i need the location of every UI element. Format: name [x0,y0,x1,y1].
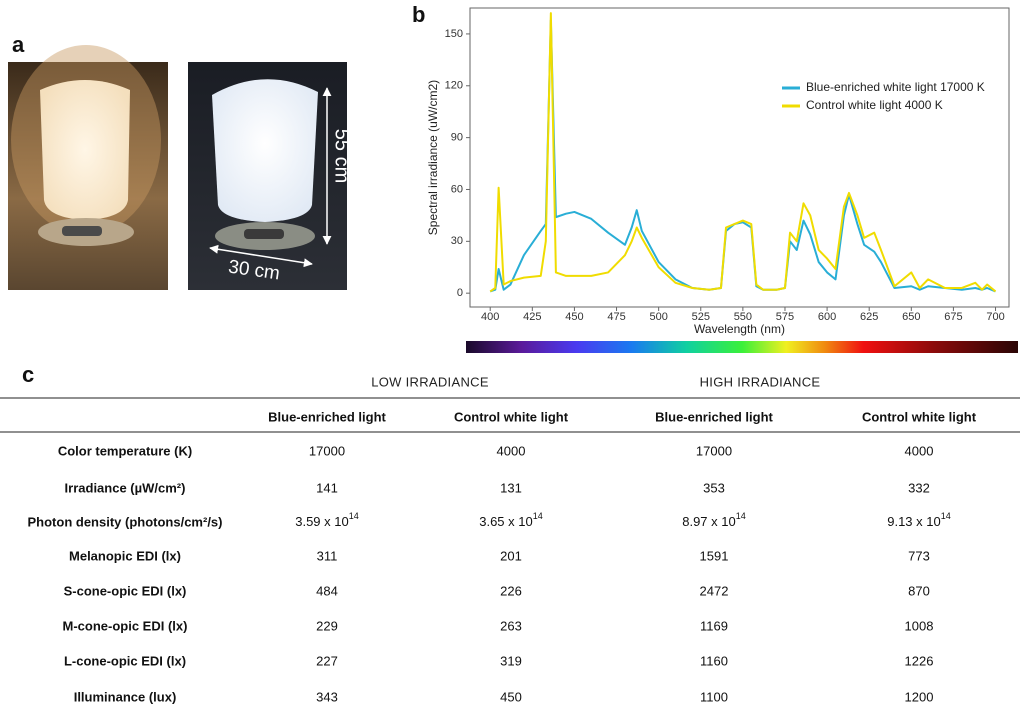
row-header: L-cone-opic EDI (lx) [64,653,186,668]
table-cell: 229 [316,618,338,633]
table-cell: 332 [908,480,930,495]
table-cell: 1591 [700,548,729,563]
x-tick-label: 625 [860,311,878,323]
x-tick-label: 500 [649,311,667,323]
row-header: S-cone-opic EDI (lx) [64,583,187,598]
row-header: Irradiance (µW/cm²) [65,480,186,495]
table-cell: 3.65 x 1014 [479,511,543,529]
legend-label: Blue-enriched white light 17000 K [806,80,985,94]
cell-text: 9.13 x 10 [887,514,941,529]
table: LOW IRRADIANCE HIGH IRRADIANCE Blue-enrich… [0,374,1020,704]
table-cell: 201 [500,548,522,563]
y-tick-label: 90 [451,132,463,144]
x-tick-label: 675 [944,311,962,323]
table-cell: 9.13 x 1014 [887,511,951,529]
cell-text: 3.65 x 10 [479,514,533,529]
table-cell: 2472 [700,583,729,598]
photo-warm-lamp [8,45,168,290]
dimension-label: 55 cm [331,129,353,183]
table-cell: 311 [317,548,338,563]
x-axis-label: Wavelength (nm) [694,322,785,336]
table-cell: 319 [500,653,522,668]
table-cell: 353 [703,480,725,495]
panel-label: b [412,2,425,27]
series-line [489,12,997,293]
y-axis-label: Spectral irradiance (uW/cm2) [426,80,440,235]
column-header: Blue-enriched light [268,409,386,424]
cell-exponent: 14 [349,511,359,521]
table-cell: 1100 [700,689,728,704]
y-tick-label: 120 [445,80,463,92]
x-tick-label: 450 [565,311,583,323]
table-cell: 17000 [309,443,345,458]
table-cell: 131 [500,480,522,495]
row-header: Illuminance (lux) [74,689,177,704]
table-cell: 141 [316,480,338,495]
wavelength-colorbar [466,341,1018,353]
group-header: HIGH IRRADIANCE [700,374,821,389]
table-cell: 870 [908,583,930,598]
x-tick-label: 650 [902,311,920,323]
table-cell: 3.59 x 1014 [295,511,359,529]
x-tick-label: 575 [776,311,794,323]
x-tick-label: 400 [481,311,499,323]
x-tick-label: 475 [607,311,625,323]
group-header: LOW IRRADIANCE [371,374,489,389]
plot-frame [469,7,1010,308]
cell-exponent: 14 [941,511,951,521]
table-cell: 1169 [700,618,728,633]
table-cell: 343 [316,689,338,704]
table-cell: 773 [908,548,930,563]
x-tick-label: 550 [734,311,752,323]
column-header: Blue-enriched light [655,409,773,424]
table-cell: 450 [500,689,522,704]
table-cell: 263 [500,618,522,633]
column-header: Control white light [862,409,977,424]
x-tick-label: 600 [818,311,836,323]
y-tick-label: 150 [445,28,463,40]
y-tick-label: 60 [451,183,463,195]
table-cell: 226 [500,583,522,598]
table-cell: 484 [316,583,338,598]
table-cell: 227 [316,653,338,668]
table-cell: 1200 [905,689,934,704]
table-cell: 4000 [497,443,526,458]
x-tick-label: 425 [523,311,541,323]
row-header: Color temperature (K) [58,443,192,458]
table-cell: 8.97 x 1014 [682,511,746,529]
y-tick-label: 30 [451,235,463,247]
panel-label: c [22,362,34,387]
row-header: M-cone-opic EDI (lx) [63,618,188,633]
table-cell: 1160 [700,653,728,668]
row-header: Photon density (photons/cm²/s) [28,514,223,529]
row-header: Melanopic EDI (lx) [69,548,181,563]
cell-text: 3.59 x 10 [295,514,349,529]
table-cell: 1008 [905,618,934,633]
cell-exponent: 14 [533,511,543,521]
table-cell: 4000 [905,443,934,458]
table-cell: 17000 [696,443,732,458]
series-line [489,19,996,293]
cell-exponent: 14 [736,511,746,521]
x-tick-label: 525 [692,311,710,323]
legend-label: Control white light 4000 K [806,98,943,112]
column-header: Control white light [454,409,569,424]
photo-cool-lamp: 55 cm 30 cm [188,62,353,290]
x-tick-label: 700 [986,311,1004,323]
panel-label: a [12,32,25,57]
cell-text: 8.97 x 10 [682,514,736,529]
table-cell: 1226 [905,653,934,668]
spectrum-chart: 400 425 450 475 500 525 550 575 600 625 650 675 700 0… [426,12,1005,336]
y-tick-label: 0 [457,287,463,299]
